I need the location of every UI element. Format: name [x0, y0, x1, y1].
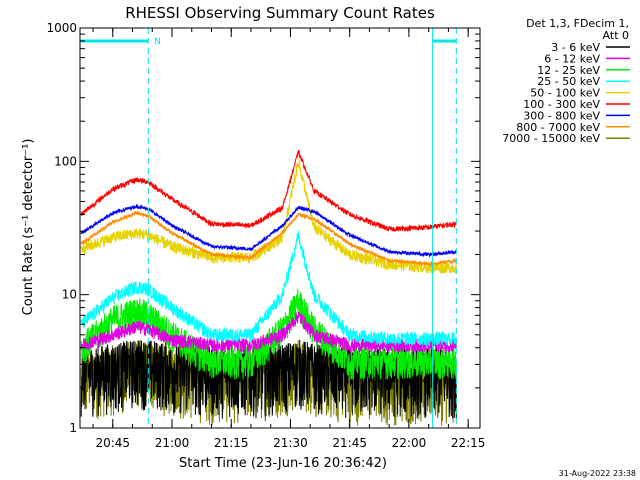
legend-label: 12 - 25 keV	[537, 64, 600, 77]
series-line-100-to-300keV	[80, 149, 457, 233]
legend-label: 100 - 300 keV	[523, 98, 600, 111]
x-tick-label: 22:15	[451, 436, 486, 450]
plot-frame	[79, 27, 481, 429]
x-tick-label: 21:00	[155, 436, 190, 450]
series-line-800-to-7000keV	[80, 210, 457, 268]
y-axis-ticks: 1 10 100 1000	[46, 21, 480, 435]
x-axis-ticks: 20:45 21:00 21:15 21:30 21:45 22:00 22:15	[92, 28, 486, 450]
series-layer	[80, 149, 457, 426]
series-line-3-to-6keV	[80, 339, 457, 419]
x-tick-label: 22:00	[392, 436, 427, 450]
series-line-25-to-50keV	[80, 230, 457, 346]
x-tick-label: 21:30	[273, 436, 308, 450]
series-line-12-to-25keV	[80, 288, 457, 381]
night-marker-layer: N	[80, 28, 457, 428]
night-label: N	[154, 37, 161, 47]
y-tick-label: 100	[54, 154, 77, 168]
chart-title: RHESSI Observing Summary Count Rates	[125, 4, 435, 22]
y-tick-label: 1000	[46, 21, 77, 35]
legend-title-line-2: Att 0	[603, 29, 629, 42]
x-tick-label: 21:15	[214, 436, 249, 450]
legend-label: 3 - 6 keV	[551, 41, 600, 54]
legend-label: 25 - 50 keV	[537, 75, 600, 88]
plot-area: N 20:45 21:00 21:15 21:30 21:45 22:00 22:15 11…	[46, 21, 485, 450]
series-line-50-to-100keV	[80, 160, 457, 274]
x-axis-label: Start Time (23-Jun-16 20:36:42)	[179, 456, 387, 471]
y-tick-label: 1	[69, 421, 77, 435]
legend-label: 6 - 12 keV	[544, 52, 600, 65]
legend-label: 800 - 7000 keV	[516, 121, 600, 134]
y-axis-label: Count Rate (s⁻¹ detector⁻¹)	[21, 139, 36, 316]
x-tick-label: 20:45	[95, 436, 130, 450]
series-line-6-to-12keV	[80, 311, 457, 354]
legend-label: 50 - 100 keV	[530, 87, 600, 100]
legend-label: 7000 - 15000 keV	[502, 132, 600, 145]
series-line-300-to-800keV	[80, 203, 457, 259]
y-tick-label: 10	[62, 288, 77, 302]
footer-date: 31-Aug-2022 23:38	[559, 469, 636, 478]
x-tick-label: 21:45	[332, 436, 367, 450]
legend-title-line-1: Det 1,3, FDecim 1,	[526, 17, 629, 30]
legend-label: 300 - 800 keV	[523, 109, 600, 122]
